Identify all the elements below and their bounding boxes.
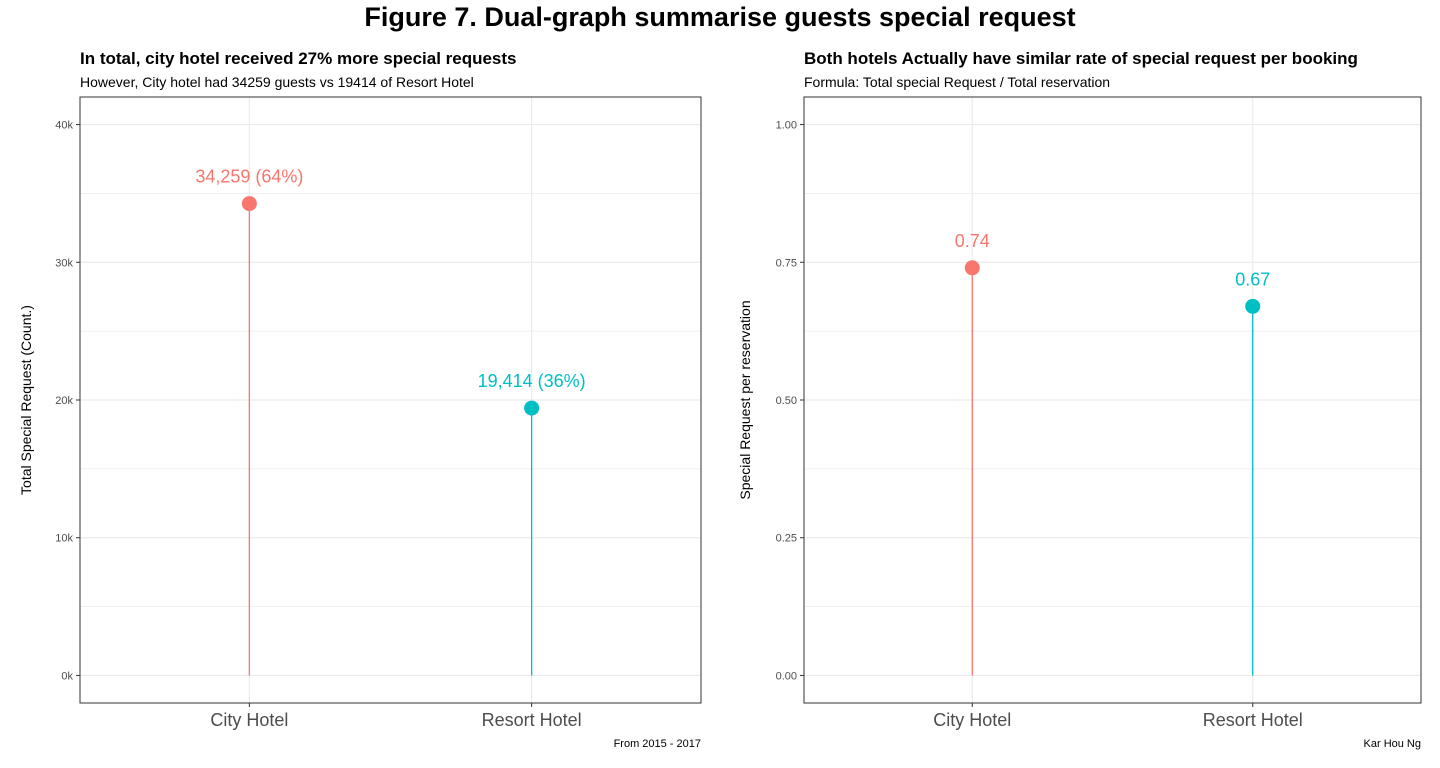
lollipop-point	[241, 196, 257, 212]
data-label: 34,259 (64%)	[195, 167, 303, 187]
data-label: 0.67	[1235, 269, 1270, 289]
lollipop-point	[964, 260, 980, 276]
lollipop-point	[524, 400, 540, 416]
data-label: 19,414 (36%)	[478, 371, 586, 391]
plot-border	[803, 96, 1422, 704]
panel-total-requests: In total, city hotel received 27% more s…	[18, 49, 702, 750]
y-tick-label: 0.00	[776, 670, 797, 682]
panel-subtitle: Formula: Total special Request / Total r…	[804, 74, 1111, 90]
y-tick-label: 0.25	[776, 533, 797, 545]
chart-caption: Kar Hou Ng	[1363, 738, 1421, 750]
y-tick-label: 0k	[61, 670, 73, 682]
x-tick-label: City Hotel	[933, 710, 1011, 730]
y-tick-label: 0.75	[776, 257, 797, 269]
lollipop-point	[1245, 298, 1261, 314]
panel-subtitle: However, City hotel had 34259 guests vs …	[80, 74, 474, 90]
x-tick-label: Resort Hotel	[482, 710, 582, 730]
y-tick-label: 0.50	[776, 395, 797, 407]
y-tick-label: 30k	[55, 257, 73, 269]
data-label: 0.74	[955, 231, 990, 251]
y-tick-label: 20k	[55, 395, 73, 407]
chart-request-rate: 0.00 0.25 0.50 0.75 1.00 0.74 City Hotel 0.67 Re…	[737, 96, 1422, 730]
chart-total-requests: 0k 10k 20k 30k 40k 34,259 (64%) City Hotel 19,4…	[18, 96, 702, 730]
x-tick-label: City Hotel	[210, 710, 288, 730]
y-tick-label: 10k	[55, 533, 73, 545]
plot-border	[79, 96, 702, 704]
chart-caption: From 2015 - 2017	[613, 738, 701, 750]
panel-request-rate: Both hotels Actually have similar rate o…	[720, 0, 1440, 768]
x-tick-label: Resort Hotel	[1203, 710, 1303, 730]
y-tick-label: 1.00	[776, 120, 797, 132]
y-axis-title: Special Request per reservation	[737, 300, 753, 499]
panel-title: In total, city hotel received 27% more s…	[80, 49, 517, 68]
figure-title: Figure 7. Dual-graph summarise guests sp…	[364, 2, 1076, 32]
panel-title: Both hotels Actually have similar rate o…	[804, 49, 1358, 68]
y-tick-label: 40k	[55, 120, 73, 132]
y-axis-title: Total Special Request (Count.)	[18, 305, 34, 495]
